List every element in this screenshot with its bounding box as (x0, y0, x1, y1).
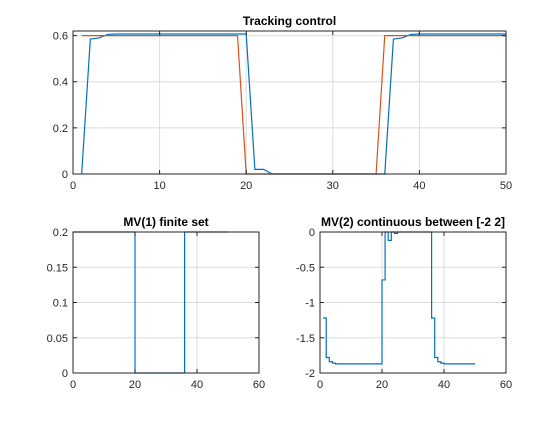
x-tick-label: 0 (70, 379, 76, 391)
y-tick-label: 0.1 (53, 298, 68, 310)
y-tick-label: 0 (62, 169, 68, 181)
y-tick-label: -0.5 (296, 262, 315, 274)
x-tick-label: 40 (191, 379, 203, 391)
x-tick-label: 30 (327, 180, 339, 192)
x-tick-label: 20 (376, 379, 388, 391)
y-tick-label: 0 (62, 368, 68, 380)
y-tick-label: 0.4 (53, 77, 68, 89)
y-tick-label: 0.2 (53, 123, 68, 135)
x-tick-label: 40 (438, 379, 450, 391)
chart-title: Tracking control (243, 14, 336, 28)
x-tick-label: 20 (240, 180, 252, 192)
x-tick-label: 60 (500, 379, 512, 391)
x-tick-label: 20 (129, 379, 141, 391)
chart-title: MV(1) finite set (123, 215, 208, 229)
y-tick-label: 0.05 (47, 333, 68, 345)
y-tick-label: 0.2 (53, 227, 68, 239)
x-tick-label: 50 (500, 180, 512, 192)
y-tick-label: -1.5 (296, 333, 315, 345)
x-tick-label: 0 (70, 180, 76, 192)
x-tick-label: 60 (253, 379, 265, 391)
axes-2: 0 20 40 60 0 0.05 0.1 0.15 0.2 MV(1) finite set (47, 215, 266, 391)
y-tick-label: 0 (309, 227, 315, 239)
plot-area (73, 31, 506, 174)
y-tick-label: -2 (305, 368, 315, 380)
chart-title: MV(2) continuous between [-2 2] (321, 215, 505, 229)
x-tick-label: 0 (317, 379, 323, 391)
axes-1: 0 10 20 30 40 50 0 0.2 0.4 0.6 Tracking control (53, 14, 512, 192)
axes-3: 0 20 40 60 -2 -1.5 -1 -0.5 0 MV(2) continuous bet… (296, 215, 512, 391)
y-tick-label: 0.6 (53, 31, 68, 43)
y-tick-label: 0.15 (47, 262, 68, 274)
x-tick-label: 10 (153, 180, 165, 192)
y-tick-label: -1 (305, 298, 315, 310)
series-line-1 (323, 231, 475, 365)
x-tick-label: 40 (413, 180, 425, 192)
axes-box (72, 30, 507, 175)
